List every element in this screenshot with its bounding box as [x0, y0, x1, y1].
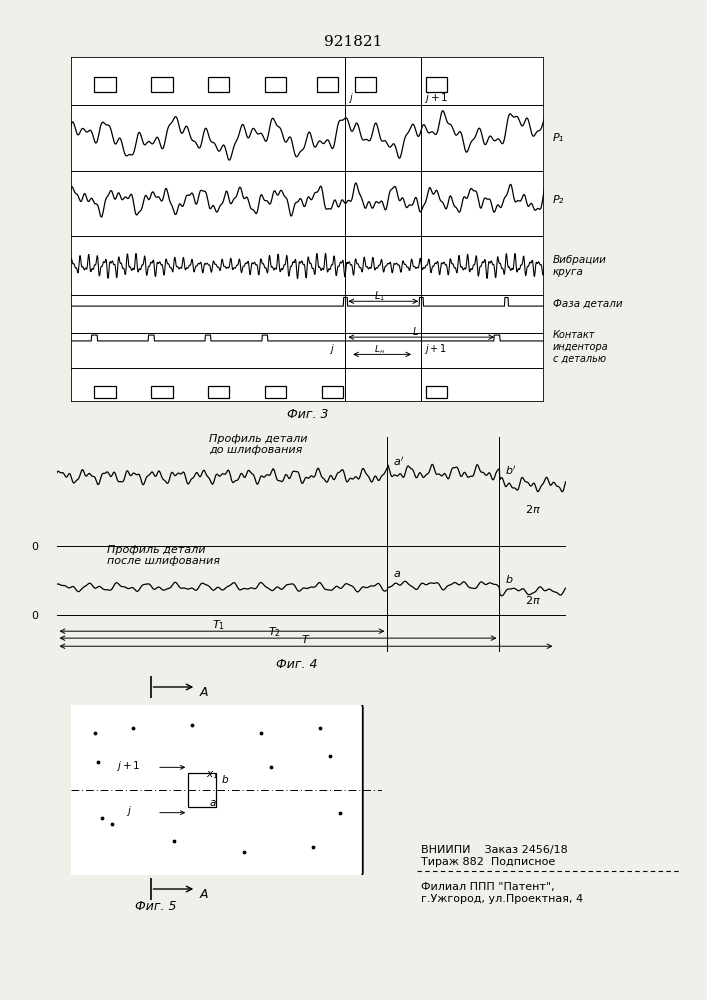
Text: Профиль детали
до шлифования: Профиль детали до шлифования [209, 434, 308, 455]
Text: $T$: $T$ [301, 633, 310, 645]
Text: $j$: $j$ [329, 342, 334, 356]
Bar [208, 386, 229, 398]
Bar [322, 386, 343, 398]
Text: $A$: $A$ [199, 888, 210, 901]
Text: P₁: P₁ [553, 133, 564, 143]
Bar [426, 386, 448, 398]
Text: Фиг. 5: Фиг. 5 [135, 900, 176, 913]
Text: Филиал ППП "Патент",
г.Ужгород, ул.Проектная, 4: Филиал ППП "Патент", г.Ужгород, ул.Проек… [421, 882, 583, 904]
Text: $T_1$: $T_1$ [212, 618, 225, 632]
Text: $j+1$: $j+1$ [116, 759, 140, 773]
Text: $L_1$: $L_1$ [374, 290, 385, 303]
Text: $j+1$: $j+1$ [423, 342, 447, 356]
Bar [426, 77, 448, 92]
Bar [265, 77, 286, 92]
Bar [208, 77, 229, 92]
Text: Контакт
индентора
с деталью: Контакт индентора с деталью [553, 330, 609, 363]
Text: $a'$: $a'$ [392, 455, 404, 468]
Text: $j$: $j$ [126, 804, 132, 818]
Text: $x_1$: $x_1$ [206, 769, 218, 781]
Bar [95, 77, 116, 92]
Bar [95, 386, 116, 398]
Bar [151, 77, 173, 92]
FancyBboxPatch shape [66, 701, 363, 879]
Text: Вибрации
круга: Вибрации круга [553, 255, 607, 277]
Text: $j+1$: $j+1$ [423, 91, 448, 105]
Text: $A$: $A$ [199, 686, 210, 699]
Bar [355, 77, 376, 92]
Text: $b$: $b$ [505, 573, 513, 585]
Text: $2\pi$: $2\pi$ [525, 594, 541, 606]
Text: $0$: $0$ [31, 540, 40, 552]
Text: $j$: $j$ [348, 91, 354, 105]
Bar [188, 773, 216, 807]
Text: $a$: $a$ [209, 798, 216, 808]
Bar [151, 386, 173, 398]
Text: ВНИИПИ    Заказ 2456/18
Тираж 882  Подписное: ВНИИПИ Заказ 2456/18 Тираж 882 Подписное [421, 845, 568, 867]
Text: Фиг. 3: Фиг. 3 [287, 408, 328, 421]
Text: $L_н$: $L_н$ [374, 344, 385, 356]
Text: $b'$: $b'$ [505, 464, 516, 477]
Text: 921821: 921821 [325, 35, 382, 49]
Text: Фиг. 4: Фиг. 4 [276, 658, 317, 671]
Bar [265, 386, 286, 398]
Text: $L$: $L$ [411, 325, 419, 337]
Bar [317, 77, 339, 92]
Text: $b$: $b$ [221, 773, 229, 785]
Text: P₂: P₂ [553, 195, 564, 205]
Text: $2\pi$: $2\pi$ [525, 503, 541, 515]
Text: $a$: $a$ [392, 569, 401, 579]
Text: Фаза детали: Фаза детали [553, 299, 622, 309]
Text: $0$: $0$ [31, 609, 40, 621]
Text: Профиль детали
после шлифования: Профиль детали после шлифования [107, 545, 221, 566]
Text: $T_2$: $T_2$ [268, 625, 281, 639]
